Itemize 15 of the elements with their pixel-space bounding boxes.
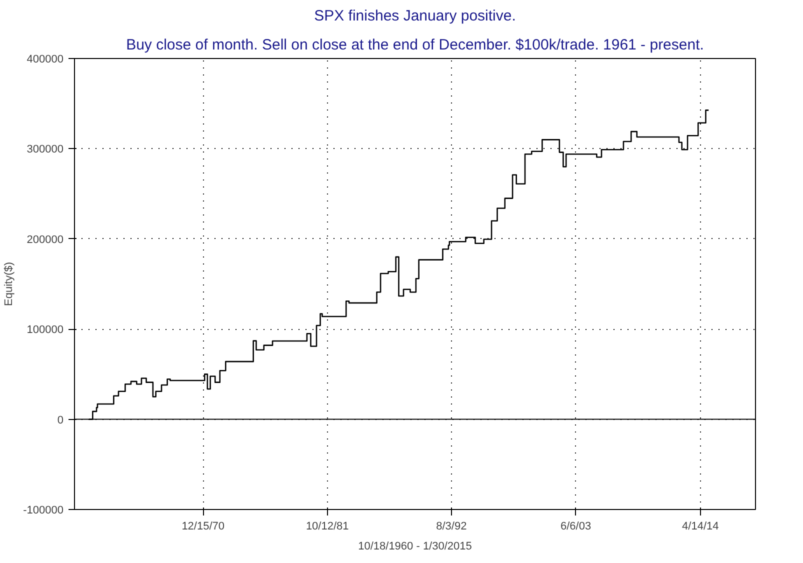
y-tick-label: 200000 xyxy=(26,234,64,246)
x-tick-label: 10/12/81 xyxy=(306,520,349,532)
y-tick-label: -100000 xyxy=(23,504,64,516)
y-tick-label: 100000 xyxy=(26,324,64,336)
chart-title: SPX finishes January positive. xyxy=(314,8,516,24)
y-tick-label: 0 xyxy=(57,414,64,426)
x-tick-label: 8/3/92 xyxy=(436,520,467,532)
y-tick-label: 400000 xyxy=(26,54,64,66)
chart-subtitle: Buy close of month. Sell on close at the end of December. $100k/trade. 1961 - present. xyxy=(126,36,704,54)
x-axis-title: 10/18/1960 - 1/30/2015 xyxy=(358,540,472,552)
x-tick-label: 4/14/14 xyxy=(682,520,719,532)
y-tick-label: 300000 xyxy=(26,144,64,156)
y-axis-title: Equity($) xyxy=(3,262,16,306)
x-tick-label: 6/6/03 xyxy=(560,520,592,532)
x-tick-label: 12/15/70 xyxy=(182,520,225,532)
